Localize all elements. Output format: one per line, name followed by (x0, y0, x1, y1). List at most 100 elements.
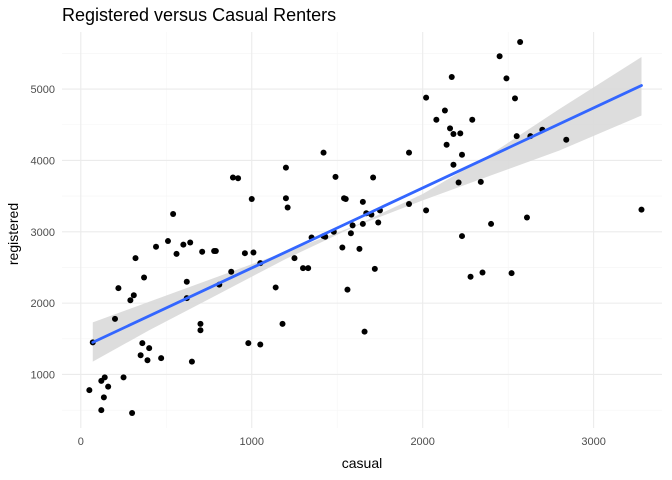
data-point (305, 265, 312, 272)
data-point (423, 94, 430, 101)
data-point (457, 130, 464, 137)
data-point (241, 250, 248, 257)
data-point (197, 327, 204, 334)
data-point (183, 278, 190, 285)
data-point (447, 125, 454, 132)
data-point (141, 274, 148, 281)
y-tick-label: 5000 (31, 84, 55, 96)
data-point (467, 273, 474, 280)
y-tick-label: 1000 (31, 369, 55, 381)
data-point (139, 340, 146, 347)
data-point (375, 219, 382, 226)
data-point (513, 133, 520, 140)
data-point (443, 141, 450, 148)
chart-title: Registered versus Casual Renters (62, 5, 336, 25)
data-point (98, 407, 105, 414)
data-point (356, 245, 363, 252)
data-point (406, 149, 413, 156)
data-point (479, 269, 486, 276)
y-tick-label: 3000 (31, 227, 55, 239)
data-point (158, 355, 165, 362)
y-axis-title: registered (5, 203, 21, 265)
data-point (359, 198, 366, 205)
data-point (86, 387, 93, 394)
data-point (300, 265, 307, 272)
data-point (459, 151, 465, 158)
data-point (284, 204, 291, 211)
grid (62, 32, 662, 428)
data-point (164, 238, 171, 245)
data-point (180, 241, 187, 248)
data-point (477, 178, 484, 185)
data-point (469, 116, 476, 123)
data-point (455, 179, 462, 186)
data-point (137, 352, 144, 359)
trend-line-group (91, 84, 643, 344)
data-point (508, 270, 515, 277)
x-tick-label: 0 (78, 436, 84, 448)
data-point (248, 195, 255, 202)
y-tick-label: 2000 (31, 298, 55, 310)
data-point (503, 75, 510, 82)
data-point (228, 268, 235, 275)
data-point (291, 255, 298, 262)
data-point (129, 410, 136, 417)
data-point (347, 230, 354, 237)
data-point (563, 136, 570, 143)
data-point (496, 53, 503, 60)
data-point (332, 173, 339, 180)
data-point (441, 107, 448, 114)
data-point (320, 149, 327, 156)
data-point (120, 374, 127, 381)
data-point (349, 222, 356, 229)
data-point (406, 200, 413, 207)
data-point (130, 292, 137, 299)
data-point (212, 248, 219, 255)
data-point (344, 286, 351, 293)
data-point (250, 249, 257, 256)
data-point (638, 206, 645, 213)
data-point (199, 248, 206, 255)
x-tick-label: 3000 (581, 436, 605, 448)
data-point (115, 285, 122, 292)
data-point (523, 214, 530, 221)
data-point (282, 195, 289, 202)
x-tick-label: 2000 (410, 436, 434, 448)
data-point (342, 195, 349, 202)
x-axis-title: casual (342, 455, 382, 471)
data-point (272, 284, 279, 291)
data-point (339, 244, 346, 251)
data-point (153, 243, 160, 250)
data-point (101, 374, 108, 381)
data-point (517, 38, 524, 45)
data-point (448, 73, 455, 80)
data-point (132, 255, 139, 262)
data-point (245, 340, 252, 347)
data-points (86, 38, 645, 417)
data-point (361, 328, 368, 335)
data-point (488, 220, 495, 227)
data-point (229, 174, 236, 181)
data-point (144, 357, 151, 364)
data-point (100, 394, 107, 401)
data-point (173, 250, 180, 257)
confidence-band (92, 56, 642, 362)
data-point (127, 297, 134, 304)
data-point (450, 131, 457, 138)
data-point (235, 175, 242, 182)
data-point (370, 174, 377, 181)
y-axis-ticks: 1000 2000 3000 4000 5000 (31, 84, 55, 381)
data-point (511, 95, 518, 102)
confidence-band-group (92, 56, 642, 362)
data-point (170, 210, 177, 217)
data-point (450, 161, 457, 168)
y-tick-label: 4000 (31, 155, 55, 167)
data-point (371, 265, 378, 272)
data-point (423, 207, 430, 214)
data-point (111, 315, 118, 322)
x-axis-ticks: 0 1000 2000 3000 (78, 436, 606, 448)
data-point (459, 233, 465, 240)
data-point (257, 341, 264, 348)
